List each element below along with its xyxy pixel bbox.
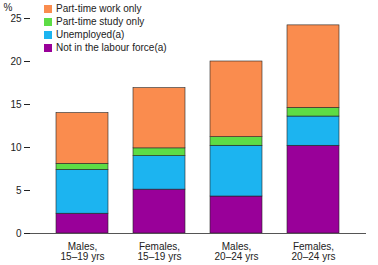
svg-text:%: % (4, 2, 13, 13)
svg-text:Males,15–19 yrs: Males,15–19 yrs (61, 241, 105, 262)
html-text:Part-time work only: Part-time work only (56, 3, 142, 14)
html-text:Not in the labour force(a): Not in the labour force(a) (56, 42, 167, 53)
svg-text:15: 15 (10, 99, 22, 110)
svg-text:Males,20–24 yrs: Males,20–24 yrs (215, 241, 259, 262)
html-text:Unemployed(a): Unemployed(a) (56, 29, 125, 40)
svg-text:10: 10 (10, 142, 22, 153)
svg-text:Females,15–19 yrs: Females,15–19 yrs (138, 241, 182, 262)
svg-text:0: 0 (16, 228, 22, 239)
svg-text:5: 5 (16, 185, 22, 196)
svg-text:Females,20–24 yrs: Females,20–24 yrs (292, 241, 336, 262)
svg-text:25: 25 (10, 13, 22, 24)
svg-text:20: 20 (10, 56, 22, 67)
html-text:Part-time study only: Part-time study only (56, 16, 145, 27)
